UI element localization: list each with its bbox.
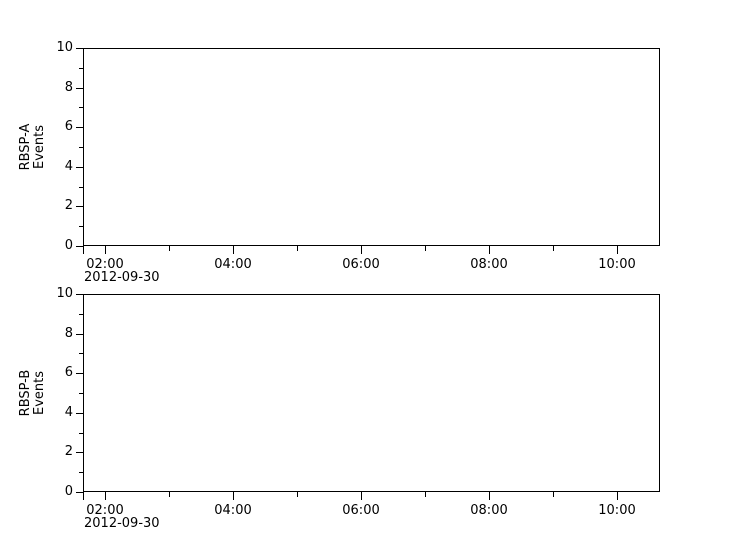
y-tick-label: 6 xyxy=(64,119,73,134)
y-minor-tick xyxy=(79,147,83,148)
y-minor-tick xyxy=(79,107,83,108)
y-major-tick xyxy=(76,413,83,414)
x-minor-tick xyxy=(297,492,298,497)
y-major-tick xyxy=(76,167,83,168)
y-major-tick xyxy=(76,452,83,453)
x-minor-tick xyxy=(553,492,554,497)
x-tick-label: 08:00 xyxy=(470,503,508,518)
y-minor-tick xyxy=(79,353,83,354)
y-minor-tick xyxy=(79,433,83,434)
x-major-tick xyxy=(617,246,618,254)
x-major-tick xyxy=(233,492,234,500)
y-major-tick xyxy=(76,88,83,89)
y-minor-tick xyxy=(79,187,83,188)
x-major-tick xyxy=(233,246,234,254)
y-major-tick xyxy=(76,373,83,374)
y-tick-label: 8 xyxy=(64,326,73,341)
y-axis-label-line: Events xyxy=(32,371,47,416)
x-axis-edge-tick xyxy=(83,246,84,254)
y-axis-label-line: RBSP-A xyxy=(18,123,33,171)
y-axis-label-rbsp-a: RBSP-A Events xyxy=(18,112,47,182)
x-minor-tick xyxy=(169,246,170,251)
y-major-tick xyxy=(76,246,83,247)
x-tick-label: 10:00 xyxy=(598,257,636,272)
x-tick-label: 04:00 xyxy=(214,503,252,518)
y-tick-label: 4 xyxy=(64,159,73,174)
x-tick-label: 06:00 xyxy=(342,257,380,272)
y-axis-label-line: Events xyxy=(32,125,47,170)
y-axis-label-line: RBSP-B xyxy=(18,369,33,417)
y-tick-label: 10 xyxy=(56,40,73,55)
y-axis-label-rbsp-b: RBSP-B Events xyxy=(18,358,47,428)
x-major-tick xyxy=(361,246,362,254)
y-tick-label: 4 xyxy=(64,405,73,420)
y-major-tick xyxy=(76,334,83,335)
date-label: 2012-09-30 xyxy=(84,516,160,531)
x-minor-tick xyxy=(297,246,298,251)
y-major-tick xyxy=(76,492,83,493)
plot-area-rbsp-b xyxy=(83,294,660,492)
y-minor-tick xyxy=(79,393,83,394)
x-minor-tick xyxy=(425,246,426,251)
y-major-tick xyxy=(76,127,83,128)
x-minor-tick xyxy=(553,246,554,251)
y-tick-label: 2 xyxy=(64,444,73,459)
y-major-tick xyxy=(76,48,83,49)
x-axis-edge-tick xyxy=(83,492,84,500)
y-tick-label: 8 xyxy=(64,80,73,95)
x-tick-label: 02:00 xyxy=(86,503,124,518)
x-major-tick xyxy=(489,492,490,500)
y-tick-label: 10 xyxy=(56,286,73,301)
y-tick-label: 2 xyxy=(64,198,73,213)
x-minor-tick xyxy=(425,492,426,497)
x-major-tick xyxy=(617,492,618,500)
x-tick-label: 02:00 xyxy=(86,257,124,272)
x-minor-tick xyxy=(169,492,170,497)
y-major-tick xyxy=(76,294,83,295)
x-major-tick xyxy=(489,246,490,254)
x-major-tick xyxy=(361,492,362,500)
y-minor-tick xyxy=(79,472,83,473)
x-major-tick xyxy=(105,246,106,254)
y-minor-tick xyxy=(79,226,83,227)
x-tick-label: 10:00 xyxy=(598,503,636,518)
y-minor-tick xyxy=(79,68,83,69)
y-tick-label: 0 xyxy=(64,484,73,499)
date-label: 2012-09-30 xyxy=(84,270,160,285)
plot-area-rbsp-a xyxy=(83,48,660,246)
x-tick-label: 04:00 xyxy=(214,257,252,272)
x-major-tick xyxy=(105,492,106,500)
x-tick-label: 08:00 xyxy=(470,257,508,272)
y-minor-tick xyxy=(79,314,83,315)
y-tick-label: 6 xyxy=(64,365,73,380)
x-tick-label: 06:00 xyxy=(342,503,380,518)
y-major-tick xyxy=(76,206,83,207)
y-tick-label: 0 xyxy=(64,238,73,253)
